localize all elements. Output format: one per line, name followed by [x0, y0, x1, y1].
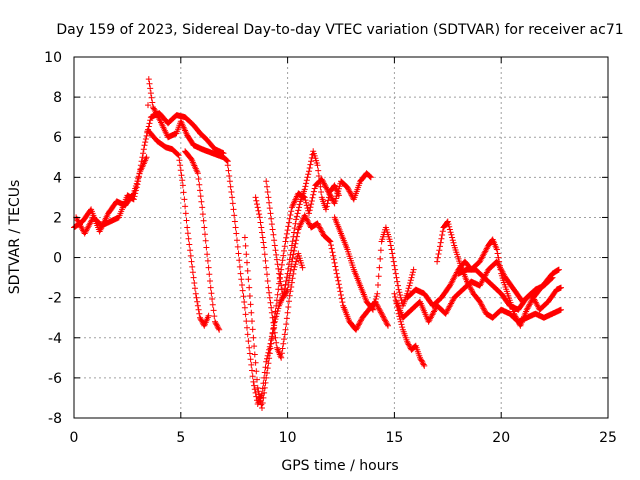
- y-tick-label: -6: [48, 371, 62, 387]
- y-tick-label: 8: [53, 90, 62, 106]
- y-tick-label: 0: [53, 251, 62, 267]
- y-tick-label: -4: [48, 331, 62, 347]
- data-series-track-9: [331, 214, 417, 313]
- data-markers: [71, 76, 564, 411]
- data-series-track-14: [455, 266, 556, 313]
- x-tick-label: 0: [70, 430, 79, 446]
- x-axis-label: GPS time / hours: [281, 458, 398, 474]
- plot-frame: [73, 56, 609, 419]
- data-series-track-6: [241, 170, 374, 411]
- y-tick-label: 6: [53, 130, 62, 146]
- data-series-track-7: [252, 194, 306, 361]
- y-axis-label: SDTVAR / TECUs: [7, 180, 23, 295]
- data-series-track-3: [145, 128, 212, 329]
- y-tick-label: 4: [53, 170, 62, 186]
- data-series-track-1: [71, 76, 231, 235]
- x-tick-label: 10: [279, 430, 297, 446]
- y-tick-label: -2: [48, 291, 62, 307]
- data-series-track-13: [434, 218, 564, 325]
- y-tick-label: -8: [48, 411, 62, 427]
- x-tick-label: 5: [176, 430, 185, 446]
- x-tick-label: 20: [492, 430, 510, 446]
- axis-ticks: 0 5 10 15 20 25 -8 -6 -4 -2 0 2 4 6 8 10: [44, 50, 617, 446]
- y-tick-label: 10: [44, 50, 62, 66]
- chart-title: Day 159 of 2023, Sidereal Day-to-day VTE…: [56, 22, 623, 38]
- data-series-track-4: [182, 148, 223, 333]
- x-tick-label: 25: [599, 430, 617, 446]
- x-tick-label: 15: [385, 430, 403, 446]
- y-tick-label: 2: [53, 210, 62, 226]
